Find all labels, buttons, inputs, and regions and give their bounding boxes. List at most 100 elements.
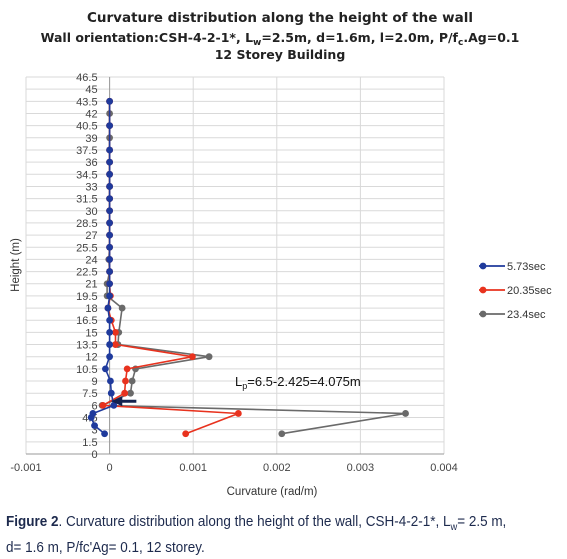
y-tick-label: 21 bbox=[85, 279, 97, 291]
y-tick-label: 40.5 bbox=[76, 121, 97, 133]
data-point bbox=[107, 389, 115, 397]
data-point bbox=[106, 158, 113, 166]
data-point bbox=[118, 304, 126, 312]
lp-arrow-head bbox=[111, 396, 123, 407]
data-point bbox=[106, 231, 113, 239]
y-tick-label: 28.5 bbox=[76, 218, 97, 230]
figure-label: Figure 2 bbox=[6, 514, 59, 530]
legend: 5.73sec 20.35sec 23.4sec bbox=[479, 261, 552, 321]
x-tick-labels: -0.001 0 0.001 0.002 0.003 0.004 bbox=[10, 462, 457, 474]
y-tick-label: 31.5 bbox=[76, 194, 97, 206]
data-point bbox=[112, 341, 119, 348]
data-point bbox=[101, 430, 108, 438]
y-tick-labels: 01.5 34.5 67.5910.51213.51516.51819.52122.… bbox=[76, 72, 97, 461]
y-tick-label: 0 bbox=[91, 449, 97, 461]
y-tick-label: 9 bbox=[91, 376, 97, 388]
y-tick-label: 19.5 bbox=[76, 291, 97, 303]
data-point bbox=[106, 353, 113, 361]
data-point bbox=[234, 410, 242, 417]
data-point bbox=[106, 292, 113, 300]
series-line bbox=[90, 101, 115, 435]
y-tick-label: 10.5 bbox=[76, 364, 97, 376]
data-point bbox=[107, 377, 114, 385]
series-group bbox=[87, 97, 409, 438]
data-point bbox=[110, 401, 118, 409]
data-point bbox=[106, 328, 113, 336]
legend-marker bbox=[479, 262, 487, 270]
x-tick-label: -0.001 bbox=[10, 462, 41, 474]
data-point bbox=[106, 207, 113, 215]
data-point bbox=[127, 389, 134, 397]
data-point bbox=[106, 243, 113, 251]
data-point bbox=[102, 365, 109, 373]
y-tick-label: 1.5 bbox=[82, 437, 97, 449]
data-point bbox=[106, 97, 113, 105]
figure-caption: Figure 2. Curvature distribution along t… bbox=[6, 514, 507, 556]
data-point bbox=[106, 268, 113, 275]
y-tick-label: 13.5 bbox=[76, 340, 97, 352]
y-tick-label: 15 bbox=[85, 327, 97, 339]
y-tick-label: 33 bbox=[85, 181, 97, 193]
y-tick-label: 42 bbox=[85, 108, 97, 120]
data-point bbox=[128, 377, 136, 385]
y-tick-label: 34.5 bbox=[76, 169, 97, 181]
data-point bbox=[106, 316, 113, 324]
legend-marker bbox=[479, 310, 487, 318]
data-point bbox=[112, 328, 119, 336]
series-5-73sec bbox=[87, 97, 118, 438]
y-tick-label: 36 bbox=[85, 157, 97, 169]
x-tick-label: 0.001 bbox=[179, 462, 207, 474]
y-tick-label: 6 bbox=[91, 400, 97, 412]
data-point bbox=[188, 353, 196, 361]
data-point bbox=[104, 304, 112, 312]
y-axis-label: Height (m) bbox=[10, 238, 22, 292]
y-tick-label: 22.5 bbox=[76, 267, 97, 279]
y-tick-label: 3 bbox=[91, 425, 97, 437]
data-point bbox=[106, 146, 113, 154]
x-tick-label: 0 bbox=[107, 462, 113, 474]
legend-label: 23.4sec bbox=[507, 309, 546, 321]
y-tick-label: 18 bbox=[85, 303, 97, 315]
x-tick-label: 0.004 bbox=[430, 462, 458, 474]
data-point bbox=[106, 122, 113, 130]
y-tick-label: 25.5 bbox=[76, 242, 97, 254]
data-point bbox=[91, 422, 98, 430]
legend-label: 20.35sec bbox=[507, 285, 552, 297]
data-point bbox=[182, 430, 190, 438]
y-tick-label: 24 bbox=[85, 254, 97, 266]
data-point bbox=[106, 219, 113, 227]
y-tick-label: 46.5 bbox=[76, 72, 97, 84]
legend-label: 5.73sec bbox=[507, 261, 546, 273]
x-tick-label: 0.003 bbox=[347, 462, 375, 474]
y-tick-label: 7.5 bbox=[82, 388, 97, 400]
lp-annotation: Lp=6.5-2.425=4.075m bbox=[235, 374, 361, 391]
y-tick-label: 12 bbox=[85, 352, 97, 364]
data-point bbox=[123, 365, 131, 373]
y-tick-label: 30 bbox=[85, 206, 97, 218]
data-point bbox=[121, 389, 129, 397]
data-point bbox=[106, 183, 113, 190]
data-point bbox=[106, 280, 113, 288]
y-tick-label: 39 bbox=[85, 133, 97, 145]
y-tick-label: 27 bbox=[85, 230, 97, 242]
y-tick-label: 16.5 bbox=[76, 315, 97, 327]
chart-subtitle: Wall orientation:CSH-4-2-1*, Lw=2.5m, d=… bbox=[41, 30, 520, 48]
x-axis-label: Curvature (rad/m) bbox=[227, 486, 318, 498]
data-point bbox=[106, 170, 113, 178]
data-point bbox=[106, 341, 113, 348]
chart-title: Curvature distribution along the height … bbox=[87, 10, 473, 26]
x-tick-label: 0.002 bbox=[263, 462, 291, 474]
chart: Curvature distribution along the height … bbox=[10, 10, 553, 498]
chart-subtitle-2: 12 Storey Building bbox=[215, 47, 346, 62]
y-tick-label: 45 bbox=[85, 84, 97, 96]
data-point bbox=[106, 256, 113, 263]
data-point bbox=[89, 410, 97, 417]
legend-marker bbox=[479, 286, 487, 294]
gridlines bbox=[25, 76, 445, 455]
y-tick-label: 43.5 bbox=[76, 96, 97, 108]
data-point bbox=[122, 377, 129, 385]
data-point bbox=[278, 430, 286, 438]
annotation-group: Lp=6.5-2.425=4.075m bbox=[111, 374, 361, 407]
data-point bbox=[205, 353, 213, 361]
data-point bbox=[402, 410, 409, 417]
